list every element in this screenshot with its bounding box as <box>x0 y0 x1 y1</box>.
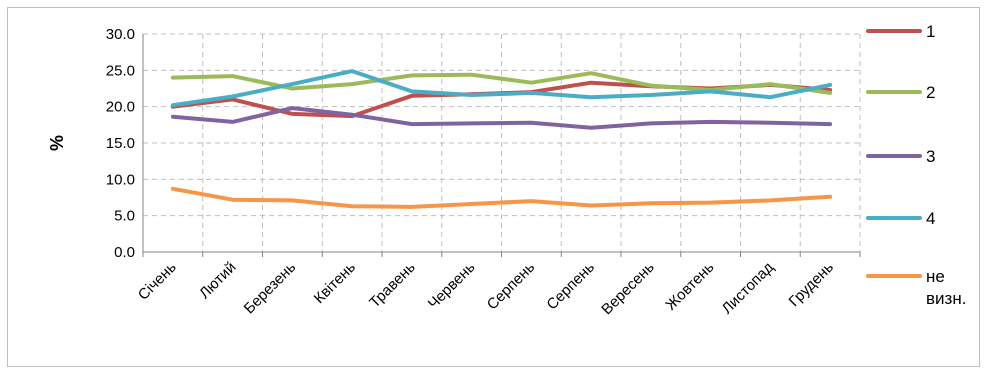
y-tick-label: 15.0 <box>106 135 135 152</box>
x-category-label: Березень <box>241 259 300 318</box>
x-category-label: Січень <box>135 259 180 304</box>
y-tick-label: 0.0 <box>114 244 135 261</box>
x-category-label: Травень <box>366 259 419 312</box>
x-category-label: Серпень <box>484 259 539 314</box>
x-category-label: Лютий <box>196 259 239 302</box>
x-category-label: Серпень <box>543 259 598 314</box>
y-tick-label: 5.0 <box>114 208 135 225</box>
y-tick-label: 30.0 <box>106 26 135 43</box>
x-category-label: Червень <box>425 259 479 313</box>
y-axis-title: % <box>47 135 67 151</box>
chart-frame <box>7 7 980 367</box>
series-line-4 <box>170 69 833 108</box>
y-tick-label: 10.0 <box>106 171 135 188</box>
legend-label: не <box>926 267 945 286</box>
series-line-3 <box>170 106 833 130</box>
legend-label: 3 <box>926 147 935 166</box>
y-tick-label: 25.0 <box>106 62 135 79</box>
x-category-label: Квітень <box>311 259 359 307</box>
x-category-label: Листопад <box>719 259 778 318</box>
legend-label: 2 <box>926 83 935 102</box>
series-line-5 <box>170 186 833 209</box>
legend-label: визн. <box>926 289 966 308</box>
legend-label: 4 <box>926 209 935 228</box>
y-tick-label: 20.0 <box>106 99 135 116</box>
legend-label: 1 <box>926 22 935 41</box>
x-category-label: Жовтень <box>662 259 717 314</box>
x-category-label: Вересень <box>598 259 658 319</box>
x-category-label: Грудень <box>786 259 838 311</box>
